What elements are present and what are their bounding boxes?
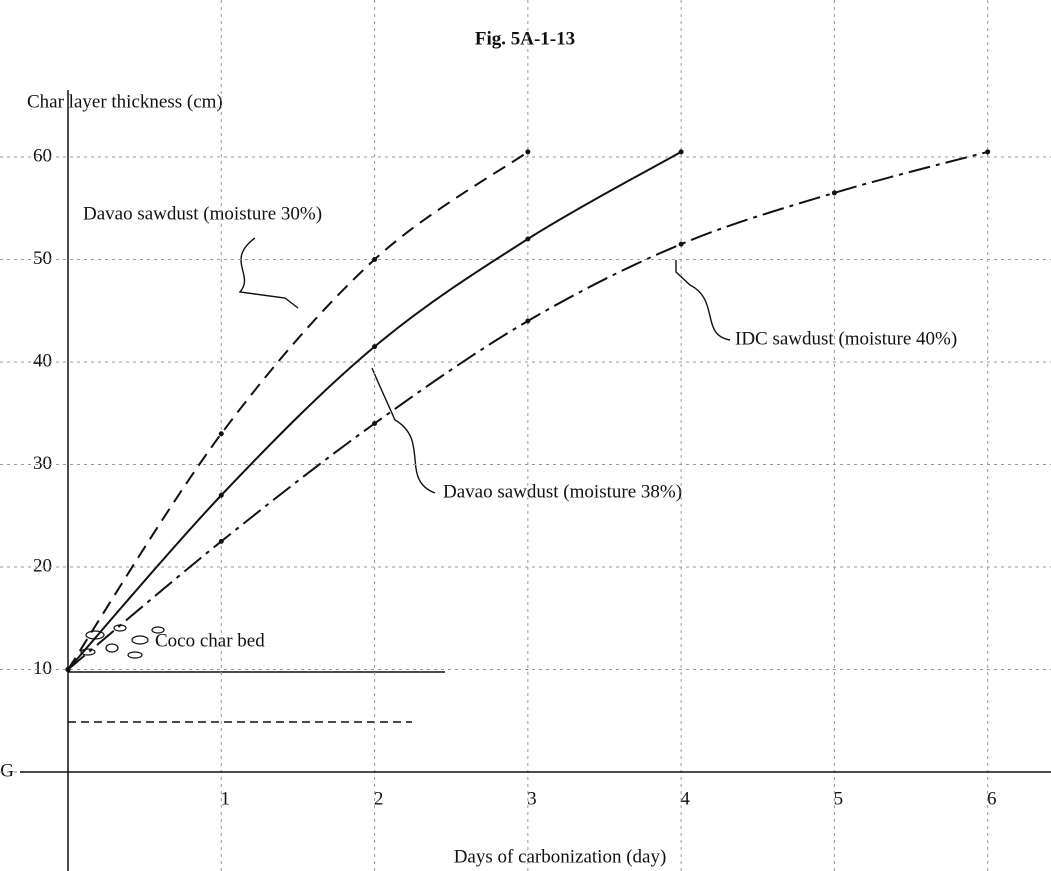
y-tick-label: 40 — [33, 350, 52, 371]
data-point — [66, 667, 71, 672]
series-label: IDC sawdust (moisture 40%) — [735, 328, 957, 349]
data-point — [525, 149, 530, 154]
data-point — [525, 237, 530, 242]
data-point — [219, 431, 224, 436]
series-label: Davao sawdust (moisture 30%) — [83, 203, 322, 224]
background — [0, 0, 1051, 871]
series-label: Davao sawdust (moisture 38%) — [443, 481, 682, 502]
x-tick-label: 4 — [680, 788, 690, 809]
data-point — [372, 257, 377, 262]
x-tick-label: 6 — [987, 788, 997, 809]
data-point — [679, 149, 684, 154]
annotation: Coco char bed — [155, 630, 265, 651]
y-tick-label: 20 — [33, 555, 52, 576]
data-point — [372, 421, 377, 426]
data-point — [832, 190, 837, 195]
x-tick-label: 5 — [834, 788, 844, 809]
data-point — [679, 242, 684, 247]
y-tick-label: 10 — [33, 658, 52, 679]
data-point — [985, 149, 990, 154]
x-tick-label: 2 — [374, 788, 384, 809]
x-tick-label: 1 — [221, 788, 231, 809]
y-tick-label: 50 — [33, 248, 52, 269]
y-tick-label: G — [0, 760, 14, 781]
data-point — [372, 344, 377, 349]
y-tick-label: 60 — [33, 145, 52, 166]
chart-title: Fig. 5A-1-13 — [475, 28, 575, 49]
y-axis-label: Char layer thickness (cm) — [27, 91, 223, 112]
data-point — [219, 539, 224, 544]
y-tick-label: 30 — [33, 453, 52, 474]
x-axis-label: Days of carbonization (day) — [454, 846, 667, 867]
chart: Fig. 5A-1-13 Char layer thickness (cm) D… — [0, 0, 1051, 871]
data-point — [525, 319, 530, 324]
data-point — [219, 493, 224, 498]
x-tick-label: 3 — [527, 788, 537, 809]
